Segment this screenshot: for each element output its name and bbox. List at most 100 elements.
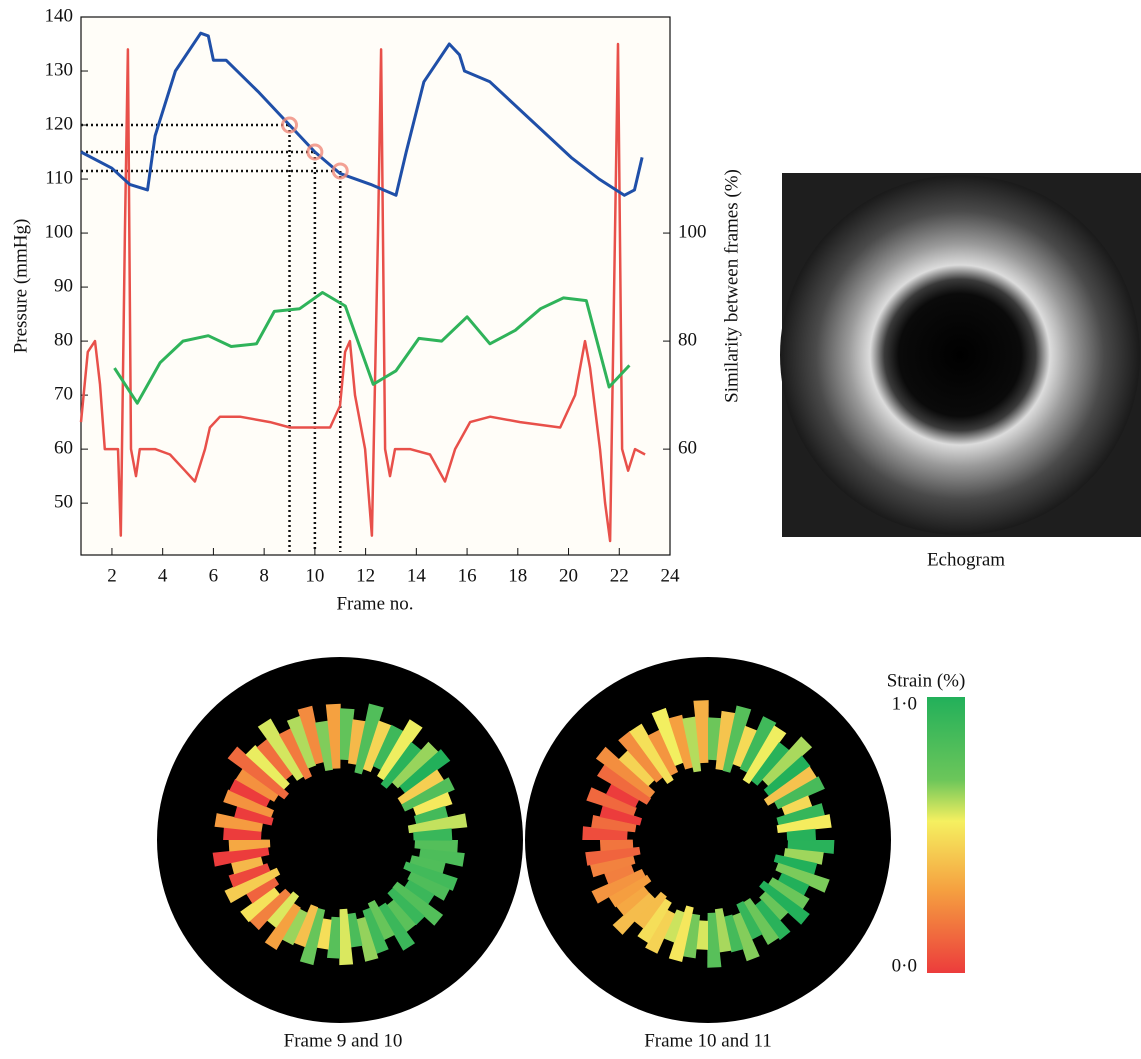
strain-segment — [315, 720, 333, 771]
x-tick-label: 22 — [610, 565, 629, 586]
x-tick-label: 20 — [559, 565, 578, 586]
strain-segment — [732, 725, 758, 768]
strain-segment — [599, 839, 634, 852]
strain-segment — [634, 891, 667, 929]
x-tick-label: 16 — [458, 565, 477, 586]
strain-segment — [776, 814, 832, 833]
echogram-caption: Echogram — [927, 549, 1005, 570]
strain-segment — [286, 715, 317, 769]
strain-segment — [397, 769, 445, 805]
strain-segment — [591, 869, 646, 904]
colorbar-tick-label: 0·0 — [892, 955, 917, 976]
strain-segment — [777, 872, 810, 896]
strain-segment — [378, 902, 415, 951]
strain-segment — [637, 898, 672, 944]
strain-segment — [413, 792, 453, 816]
strain-segment — [372, 724, 404, 771]
strain-segment — [781, 795, 813, 816]
strain-segment — [316, 918, 332, 950]
y-tick-label: 90 — [54, 275, 73, 296]
strain-segment — [227, 746, 289, 800]
strain-segment — [723, 914, 744, 953]
strain-segment — [668, 905, 694, 962]
x-tick-label: 4 — [158, 565, 168, 586]
series-line — [80, 31, 644, 197]
strain-caption: Frame 9 and 10 — [284, 1030, 403, 1051]
strain-segment — [231, 856, 264, 875]
strain-segment — [347, 912, 363, 948]
strain-segment — [763, 766, 817, 806]
strain-segment — [407, 813, 468, 834]
highlight-point — [281, 116, 299, 134]
strain-segment — [234, 806, 274, 826]
strain-segment — [293, 904, 319, 948]
strain-segment — [224, 867, 281, 904]
strain-segment — [612, 892, 656, 935]
x-tick-label: 2 — [107, 565, 117, 586]
strain-segment — [754, 899, 791, 941]
y2-tick-label: 80 — [678, 329, 697, 350]
strain-segment — [249, 888, 291, 931]
strain-segment — [591, 815, 637, 833]
colorbar-tick-label: 1·0 — [892, 693, 917, 714]
strain-segment — [743, 898, 779, 945]
strain-segment — [629, 723, 674, 784]
strain-segment — [776, 803, 825, 826]
strain-segment — [663, 909, 685, 943]
strain-segment — [715, 710, 736, 771]
y2-axis-label: Similarity between frames (%) — [721, 169, 742, 403]
strain-segment — [391, 741, 439, 789]
strain-segment — [409, 855, 446, 874]
y-tick-label: 120 — [45, 113, 74, 134]
strain-segment — [582, 826, 628, 840]
echogram-image — [780, 175, 1140, 535]
y-tick-label: 80 — [54, 329, 73, 350]
strain-segment — [693, 700, 709, 764]
strain-segment — [414, 805, 449, 825]
strain-segment — [775, 862, 830, 893]
x-tick-label: 12 — [356, 565, 375, 586]
strain-segment — [229, 778, 271, 808]
y-tick-label: 70 — [54, 383, 73, 404]
strain-segment — [707, 912, 722, 968]
x-tick-label: 14 — [407, 565, 427, 586]
strain-segment — [401, 777, 455, 812]
strain-segment — [651, 707, 684, 766]
strain-segment — [348, 719, 366, 765]
strain-segment — [386, 899, 416, 933]
strain-segment — [586, 787, 637, 816]
strain-segment — [682, 716, 702, 773]
strain-segment — [768, 877, 810, 910]
strain-segment — [340, 708, 355, 761]
x-axis-label: Frame no. — [336, 593, 413, 614]
series-line — [113, 291, 631, 405]
strain-segment — [245, 745, 290, 790]
strain-segment — [214, 813, 263, 832]
strain-segment — [742, 725, 787, 784]
strain-segment — [228, 839, 271, 852]
x-tick-label: 24 — [661, 565, 681, 586]
x-tick-label: 10 — [305, 565, 324, 586]
strain-segment — [363, 720, 392, 773]
strain-segment — [264, 903, 301, 950]
strain-segment — [645, 909, 676, 954]
strain-segment — [380, 741, 422, 789]
plot-frame — [80, 16, 671, 556]
series-line — [79, 42, 646, 543]
colorbar-title: Strain (%) — [887, 670, 966, 691]
strain-segment — [356, 917, 379, 962]
y-tick-label: 140 — [45, 5, 74, 26]
strain-segment — [604, 864, 635, 885]
strain-segment — [256, 738, 293, 780]
strain-segment — [339, 908, 354, 966]
strain-segment — [327, 916, 340, 959]
strain-segment — [392, 881, 444, 926]
strain-segment — [786, 828, 816, 841]
strain-segment — [708, 717, 722, 761]
strain-segment — [595, 746, 656, 798]
strain-segment — [759, 880, 810, 925]
strain-segment — [297, 705, 324, 765]
strain-segment — [403, 861, 458, 891]
x-tick-label: 18 — [508, 565, 527, 586]
